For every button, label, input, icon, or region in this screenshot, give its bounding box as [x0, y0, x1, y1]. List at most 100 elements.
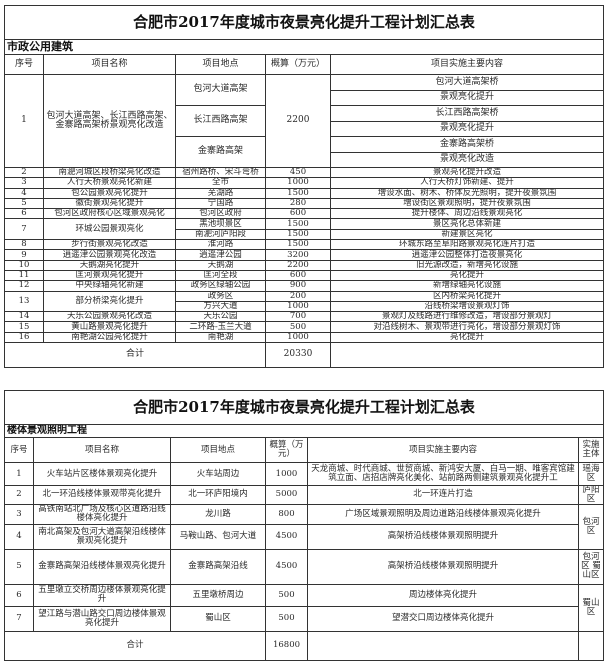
total-content	[330, 342, 604, 369]
row-no: 6	[4, 583, 34, 607]
project-name: 步行街景观亮化改造	[43, 239, 176, 251]
project-content: 望潜交口周边楼体亮化提升	[307, 605, 579, 632]
project-location: 宿州路桥、宋斗弯桥	[175, 166, 266, 179]
project-budget: 2200	[265, 74, 331, 168]
header-name: 项目名称	[33, 437, 171, 463]
municipal-buildings-table: 合肥市2017年度城市夜景亮化提升工程计划汇总表 市政公用建筑 序号 项目名称 …	[4, 5, 604, 369]
project-location: 黑池坝景区	[175, 218, 266, 230]
project-budget: 600	[265, 269, 331, 282]
project-content: 北一环连片打造	[307, 485, 579, 505]
project-budget: 500	[265, 605, 308, 632]
project-location: 匡河全段	[175, 269, 266, 282]
project-budget: 4500	[265, 548, 308, 585]
row-no: 3	[4, 503, 34, 525]
project-budget: 500	[265, 583, 308, 607]
table-row: 7 望江路与潜山路交口周边楼体景观亮化提升 蜀山区 500 望潜交口周边楼体亮化提升	[4, 605, 604, 632]
table-row: 10 天鹅湖亮化提升 天鹅湖 2200 旧光源改造，新增亮化设施	[4, 259, 604, 271]
project-content: 亮化提升	[330, 269, 604, 282]
project-budget: 2200	[265, 259, 331, 271]
project-location: 龙川路	[170, 503, 266, 525]
total-content	[307, 630, 579, 661]
project-location: 马鞍山路、包河大道	[170, 523, 266, 550]
row-no: 7	[4, 605, 34, 632]
project-content: 增设街区景观照明，提升夜景氛围	[330, 197, 604, 210]
table-row: 13 部分桥梁亮化提升 政务区 200 区内桥梁亮化提升	[4, 290, 604, 313]
project-budget: 500	[265, 321, 331, 333]
table-row: 5 金寨路高架沿线楼体景观亮化提升 金寨路高架沿线 4500 高架桥沿线楼体景观照明提升…	[4, 548, 604, 585]
project-name: 部分桥梁亮化提升	[43, 290, 176, 313]
table-row: 9 逍遥津公园景观亮化改造 逍遥津公园 3200 逍遥津公园整体打造夜景亮化	[4, 249, 604, 261]
project-location: 方兴大道	[175, 300, 266, 313]
project-content: 区内桥梁亮化提升	[330, 290, 604, 302]
total-label: 合计	[4, 630, 266, 661]
project-content: 亮化提升	[330, 331, 604, 344]
project-content: 新建景区亮化	[330, 228, 604, 241]
project-location: 政务区	[175, 290, 266, 302]
row-no: 7	[4, 218, 44, 241]
project-content: 对沿线树木、景观带进行亮化，增设部分景观灯饰	[330, 321, 604, 333]
header-budget: 概算（万元）	[265, 54, 331, 75]
project-content: 旧光源改造，新增亮化设施	[330, 259, 604, 271]
project-name: 天鹅湖亮化提升	[43, 259, 176, 271]
project-location: 天乐公园	[175, 311, 266, 323]
row-no: 3	[4, 177, 44, 189]
project-content: 景观灯及线路进行维修改造，增设部分景观灯	[330, 311, 604, 323]
project-location: 长江西路高架	[175, 105, 266, 137]
project-budget: 700	[265, 311, 331, 323]
project-location: 火车站周边	[170, 462, 266, 486]
project-location: 宁国路	[175, 197, 266, 210]
project-name: 南淝河城区段桥梁亮化改造	[43, 166, 176, 179]
table-row: 4 南北高架及包河大道高架沿线楼体景观亮化提升 马鞍山路、包河大道 4500 高架桥沿线…	[4, 523, 604, 550]
table-row: 6 五里墩立交桥周边楼体景观亮化提升 五里墩桥周边 500 周边楼体亮化提升 蜀山区	[4, 583, 604, 632]
project-name: 包河区政府核心区域景观亮化	[43, 208, 176, 220]
section-title: 市政公用建筑	[4, 39, 604, 55]
row-no: 14	[4, 311, 44, 323]
project-content: 景观亮化提升	[330, 120, 604, 137]
table-row: 11 匡河景观亮化提升 匡河全段 600 亮化提升	[4, 269, 604, 282]
table-row: 长江西路高架 长江西路高架桥	[5, 105, 604, 137]
header-name: 项目名称	[43, 54, 176, 75]
header-content: 项目实施主要内容	[330, 54, 604, 75]
project-content: 增设水面、树木、桥体反光照明，提升夜景氛围	[330, 187, 604, 199]
row-no: 16	[4, 331, 44, 344]
project-location: 芜湖路	[175, 187, 266, 199]
row-no: 12	[4, 280, 44, 292]
table-row: 7 环城公园景观亮化 黑池坝景区 1500 景区亮化总体新建	[4, 218, 604, 241]
project-name: 匡河景观亮化提升	[43, 269, 176, 282]
project-location: 金寨路高架	[175, 136, 266, 168]
table-row: 2 南淝河城区段桥梁亮化改造 宿州路桥、宋斗弯桥 450 景观亮化提升改造	[4, 166, 604, 179]
project-owner: 庐阳区	[578, 485, 604, 505]
project-name: 南北高架及包河大道高架沿线楼体景观亮化提升	[33, 523, 171, 550]
project-content: 环城东路至阜阳路景观亮化连片打造	[330, 239, 604, 251]
project-location: 包河大道高架	[175, 74, 266, 106]
table-row: 12 中央绿轴亮化新建 政务区绿轴公园 900 新增绿轴亮化设施	[4, 280, 604, 292]
project-budget: 900	[265, 280, 331, 292]
row-no: 4	[4, 187, 44, 199]
row-no: 1	[4, 74, 44, 168]
total-label: 合计	[4, 342, 266, 369]
project-budget: 450	[265, 166, 331, 179]
total-value: 20330	[265, 342, 331, 369]
project-budget: 1000	[265, 177, 331, 189]
project-content: 高架桥沿线楼体景观照明提升	[307, 548, 579, 585]
table-row: 4 包公园景观亮化提升 芜湖路 1500 增设水面、树木、桥体反光照明，提升夜景氛围	[4, 187, 604, 199]
project-location: 全市	[175, 177, 266, 189]
project-content: 提升楼体、周边沿线景观亮化	[330, 208, 604, 220]
table-row: 1 火车站片区楼体景观亮化提升 火车站周边 1000 天龙商城、时代商城、世贸商城、新鸿…	[4, 462, 604, 486]
table-row: 14 天乐公园景观亮化改造 天乐公园 700 景观灯及线路进行维修改造，增设部分景观灯	[4, 311, 604, 323]
table-row: 合计 16800	[4, 630, 604, 661]
project-name: 天乐公园景观亮化改造	[43, 311, 176, 323]
row-no: 1	[4, 462, 34, 486]
row-no: 10	[4, 259, 44, 271]
section-title: 楼体景观照明工程	[4, 424, 604, 438]
project-content: 金寨路高架桥	[330, 136, 604, 153]
project-budget: 1500	[265, 239, 331, 251]
project-location: 淮河路	[175, 239, 266, 251]
row-no: 9	[4, 249, 44, 261]
row-no: 2	[4, 166, 44, 179]
project-budget: 1500	[265, 228, 331, 241]
table-row: 3 高铁南站北广场及核心区道路沿线楼体亮化提升 龙川路 800 广场区域景观照明及周边道…	[4, 503, 604, 550]
project-location: 政务区绿轴公园	[175, 280, 266, 292]
row-no: 4	[4, 523, 34, 550]
table-row: 6 包河区政府核心区域景观亮化 包河区政府 600 提升楼体、周边沿线景观亮化	[4, 208, 604, 220]
